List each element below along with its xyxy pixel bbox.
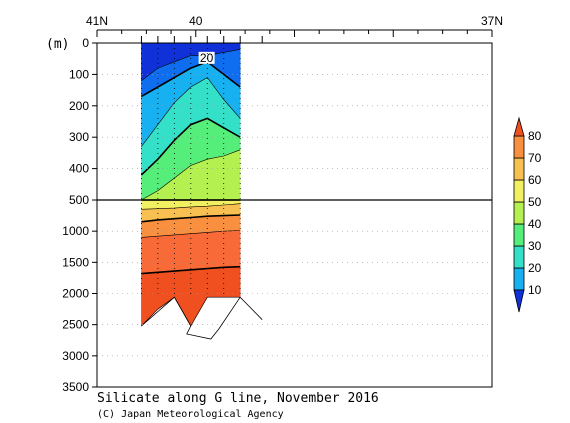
colorbar-label: 70 <box>528 151 542 165</box>
contour-line-3 <box>140 117 241 176</box>
y-tick-label: 100 <box>69 67 89 81</box>
bottom-topography <box>141 296 263 340</box>
colorbar-segment <box>513 223 525 247</box>
colorbar-label: 60 <box>528 173 542 187</box>
y-tick-label: 300 <box>69 130 89 144</box>
contour-label-bg <box>198 51 215 64</box>
colorbar-label: 30 <box>528 239 542 253</box>
y-tick-label: 0 <box>82 36 89 50</box>
y-tick-label: 500 <box>69 193 89 207</box>
y-tick-label: 2500 <box>62 318 89 332</box>
colorbar-segment <box>513 135 525 159</box>
colorbar-segment <box>513 157 525 181</box>
x-tick-label: 40 <box>189 14 203 28</box>
colorbar: 10 20 30 40 50 60 70 80 <box>513 116 542 313</box>
chart-title: Silicate along G line, November 2016 <box>97 391 379 406</box>
y-tick-label: 2000 <box>62 287 89 301</box>
section-layer-10 <box>141 266 241 327</box>
plot-frame <box>96 42 493 388</box>
x-tick-label: 37N <box>481 14 503 28</box>
contour-lines: 20 <box>140 43 263 340</box>
y-axis-unit-label: (m) <box>46 37 69 52</box>
colorbar-label: 50 <box>528 195 542 209</box>
y-tick-label: 1000 <box>62 224 89 238</box>
y-tick-label: 200 <box>69 99 89 113</box>
x-tick-label: 41N <box>86 14 108 28</box>
y-tick-label: 3500 <box>62 380 89 394</box>
colorbar-segment <box>513 201 525 225</box>
contour-line-4 <box>141 149 241 201</box>
colorbar-segment <box>513 245 525 269</box>
contour-line-2 <box>141 77 241 147</box>
colorbar-label: 40 <box>528 217 542 231</box>
axes: 41N 40 37N 0 100 200 300 400 500 1000 1500 2000 2500… <box>62 14 503 394</box>
y-tick-label: 3000 <box>62 349 89 363</box>
colorbar-top-arrow <box>513 116 525 137</box>
colorbar-segment <box>513 267 525 291</box>
colorbar-bottom-arrow <box>513 289 525 313</box>
colorbar-label: 20 <box>528 261 542 275</box>
contour-line-9 <box>141 265 241 275</box>
chart-credit: (C) Japan Meteorological Agency <box>97 409 284 420</box>
colorbar-label: 10 <box>528 283 542 297</box>
contour-label: 20 <box>200 51 214 65</box>
y-tick-label: 1500 <box>62 255 89 269</box>
contour-line-7 <box>141 214 241 223</box>
colorbar-label: 80 <box>528 129 542 143</box>
y-tick-label: 400 <box>69 162 89 176</box>
colorbar-segment <box>513 179 525 203</box>
